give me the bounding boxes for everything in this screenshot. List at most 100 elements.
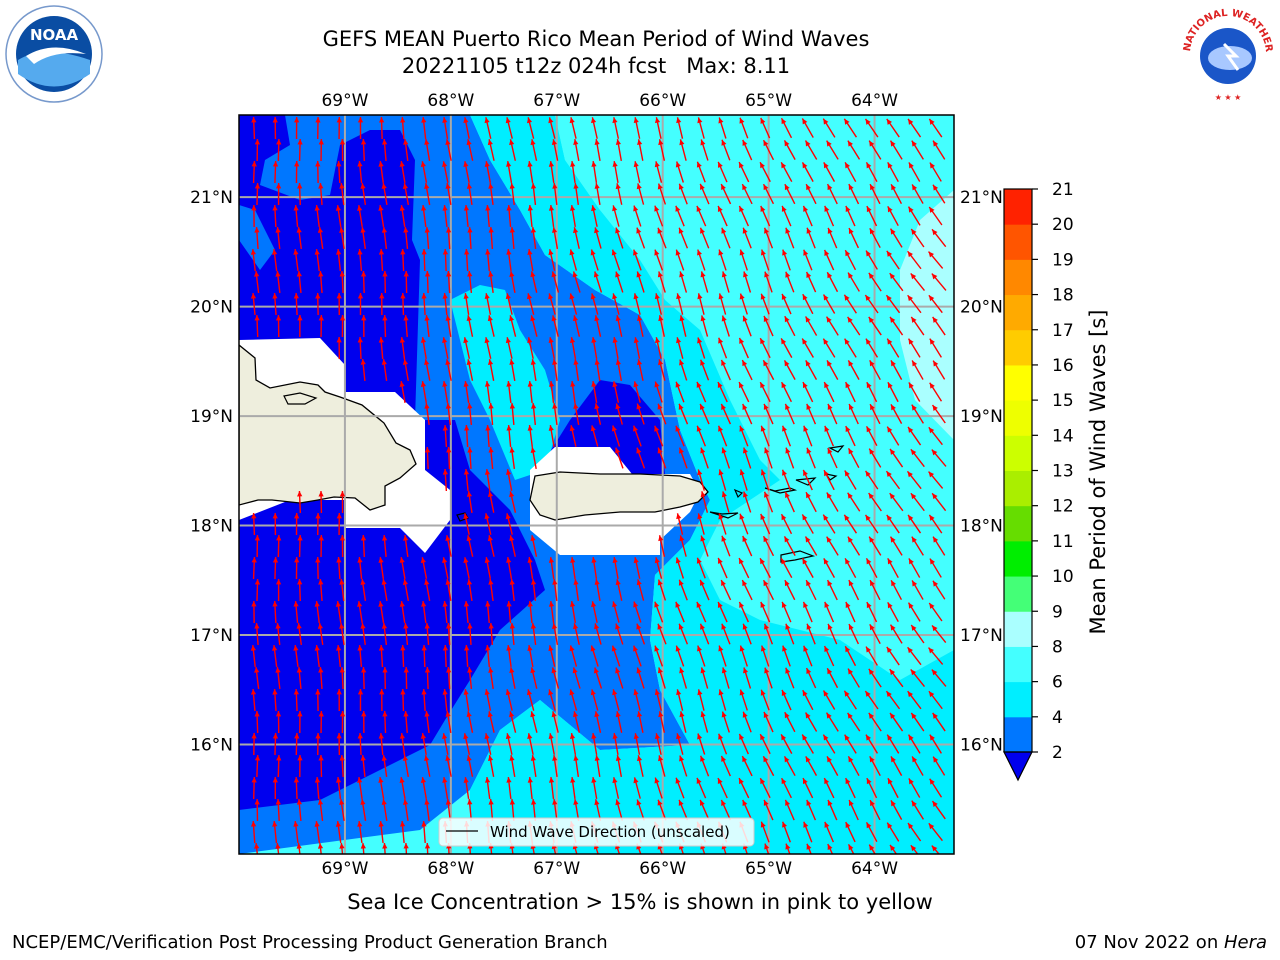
wind-wave-arrow xyxy=(612,601,620,623)
wind-wave-arrow xyxy=(339,842,345,854)
wind-wave-arrow xyxy=(442,117,449,139)
wind-wave-arrow xyxy=(593,667,603,689)
wind-wave-arrow xyxy=(463,689,470,711)
wind-wave-arrow xyxy=(718,117,727,139)
wind-wave-arrow xyxy=(506,380,512,404)
wind-wave-arrow xyxy=(293,776,300,800)
wind-wave-arrow xyxy=(886,118,900,138)
wind-wave-arrow xyxy=(509,711,517,733)
wind-wave-arrow xyxy=(318,578,324,602)
wind-wave-arrow xyxy=(844,558,857,578)
wind-wave-arrow xyxy=(506,204,512,228)
wind-wave-arrow xyxy=(421,292,427,316)
wind-wave-arrow xyxy=(675,557,685,579)
wind-wave-arrow xyxy=(530,447,537,469)
wind-wave-arrow xyxy=(463,513,470,535)
wind-wave-arrow xyxy=(424,139,431,161)
period-contour-0-2-sw xyxy=(239,420,545,810)
colorbar-tick-label: 19 xyxy=(1052,250,1074,270)
wind-wave-arrow xyxy=(360,138,367,162)
wind-wave-arrow xyxy=(339,138,346,162)
wind-wave-arrow xyxy=(910,624,925,644)
wind-wave-arrow xyxy=(254,226,260,250)
wind-wave-arrow xyxy=(527,600,533,624)
wind-wave-arrow xyxy=(785,843,791,854)
wind-wave-arrow xyxy=(739,469,748,491)
wind-wave-arrow xyxy=(868,492,882,512)
lat-tick-label: 18°N xyxy=(190,517,233,537)
lon-tick-label: 64°W xyxy=(851,859,898,879)
wind-wave-arrow xyxy=(403,226,409,250)
wind-wave-arrow xyxy=(505,337,513,359)
wind-wave-arrow xyxy=(424,270,431,294)
wind-wave-arrow xyxy=(762,139,775,161)
wind-wave-arrow xyxy=(764,447,773,469)
wind-wave-arrow xyxy=(739,513,749,535)
wind-wave-arrow xyxy=(826,667,839,689)
wind-wave-arrow xyxy=(885,690,901,710)
wind-wave-arrow xyxy=(738,161,750,183)
wind-wave-arrow xyxy=(615,359,623,381)
wind-wave-arrow xyxy=(887,381,899,403)
wind-wave-arrow xyxy=(403,666,409,690)
wind-wave-arrow xyxy=(696,381,707,403)
wind-wave-arrow xyxy=(530,182,537,206)
wind-wave-arrow xyxy=(762,359,775,381)
wind-wave-arrow xyxy=(785,447,795,469)
wind-wave-arrow xyxy=(636,271,645,293)
wind-wave-arrow xyxy=(827,843,834,854)
wind-wave-arrow xyxy=(382,270,388,294)
wind-wave-arrow xyxy=(910,492,925,512)
wind-wave-arrow xyxy=(636,359,644,381)
wind-wave-arrow xyxy=(805,579,817,601)
wind-wave-arrow xyxy=(929,734,942,754)
wind-wave-arrow xyxy=(569,337,577,359)
wind-wave-arrow xyxy=(275,798,281,822)
wind-wave-arrow xyxy=(275,226,281,250)
wind-wave-arrow xyxy=(381,755,388,777)
wind-wave-arrow xyxy=(868,668,882,688)
wind-wave-arrow xyxy=(678,623,689,645)
wind-wave-arrow xyxy=(509,182,515,206)
wind-wave-arrow xyxy=(357,601,363,623)
wind-wave-arrow xyxy=(738,557,750,579)
wind-wave-arrow xyxy=(570,381,576,403)
wind-wave-arrow xyxy=(612,381,620,403)
wind-wave-arrow xyxy=(272,644,278,668)
wind-wave-arrow xyxy=(806,447,816,469)
wind-wave-arrow xyxy=(318,138,324,162)
wind-wave-arrow xyxy=(696,161,706,183)
wind-wave-arrow xyxy=(314,204,320,228)
wind-wave-arrow xyxy=(379,688,385,712)
wind-wave-arrow xyxy=(552,755,558,777)
wind-wave-arrow xyxy=(802,777,814,799)
wind-wave-arrow xyxy=(802,205,813,227)
wind-wave-arrow xyxy=(357,205,363,227)
colorbar-segment xyxy=(1004,611,1032,647)
wind-wave-arrow xyxy=(360,358,366,382)
wind-wave-arrow xyxy=(402,755,409,777)
wind-wave-arrow xyxy=(339,490,346,514)
wind-wave-arrow xyxy=(505,733,513,755)
colorbar-segment xyxy=(1004,189,1032,225)
wind-wave-arrow xyxy=(658,315,666,337)
wind-wave-arrow xyxy=(275,270,281,294)
wind-wave-arrow xyxy=(594,799,602,821)
wind-wave-arrow xyxy=(339,578,345,602)
wind-wave-arrow xyxy=(569,733,577,755)
wind-wave-arrow xyxy=(865,338,879,358)
wind-wave-arrow xyxy=(467,798,473,822)
wind-wave-arrow xyxy=(826,536,839,556)
wind-wave-arrow xyxy=(463,733,471,755)
wind-wave-arrow xyxy=(928,251,944,269)
wind-wave-arrow xyxy=(254,314,260,338)
wind-wave-arrow xyxy=(720,799,732,821)
wind-wave-arrow xyxy=(424,226,430,250)
wind-wave-arrow xyxy=(569,689,578,711)
wind-wave-arrow xyxy=(487,711,495,733)
wind-wave-arrow xyxy=(463,600,470,624)
wind-wave-arrow xyxy=(360,799,367,821)
wind-wave-arrow xyxy=(254,270,260,294)
wind-wave-arrow xyxy=(827,623,838,645)
wind-wave-arrow xyxy=(847,843,855,854)
